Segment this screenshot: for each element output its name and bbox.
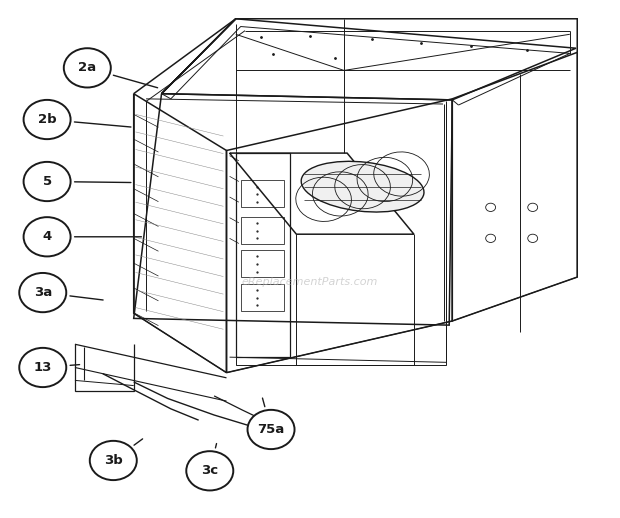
Text: 5: 5 bbox=[43, 175, 51, 188]
Circle shape bbox=[64, 48, 111, 88]
Circle shape bbox=[247, 410, 294, 449]
Circle shape bbox=[24, 100, 71, 139]
Circle shape bbox=[24, 162, 71, 201]
Bar bbox=[241, 180, 284, 207]
Bar bbox=[241, 250, 284, 277]
Text: 4: 4 bbox=[42, 231, 51, 243]
Text: 2a: 2a bbox=[78, 61, 96, 75]
Bar bbox=[241, 284, 284, 311]
Text: 13: 13 bbox=[33, 361, 52, 374]
Text: 2b: 2b bbox=[38, 113, 56, 126]
Circle shape bbox=[186, 451, 233, 491]
Ellipse shape bbox=[301, 161, 424, 212]
Text: 3c: 3c bbox=[202, 464, 218, 477]
Bar bbox=[241, 217, 284, 243]
Text: 3a: 3a bbox=[33, 286, 52, 299]
Circle shape bbox=[24, 217, 71, 256]
Text: 75a: 75a bbox=[257, 423, 285, 436]
Circle shape bbox=[90, 441, 137, 480]
Circle shape bbox=[19, 348, 66, 387]
Circle shape bbox=[19, 273, 66, 312]
Text: 3b: 3b bbox=[104, 454, 123, 467]
Text: eReplacementParts.com: eReplacementParts.com bbox=[242, 277, 378, 287]
